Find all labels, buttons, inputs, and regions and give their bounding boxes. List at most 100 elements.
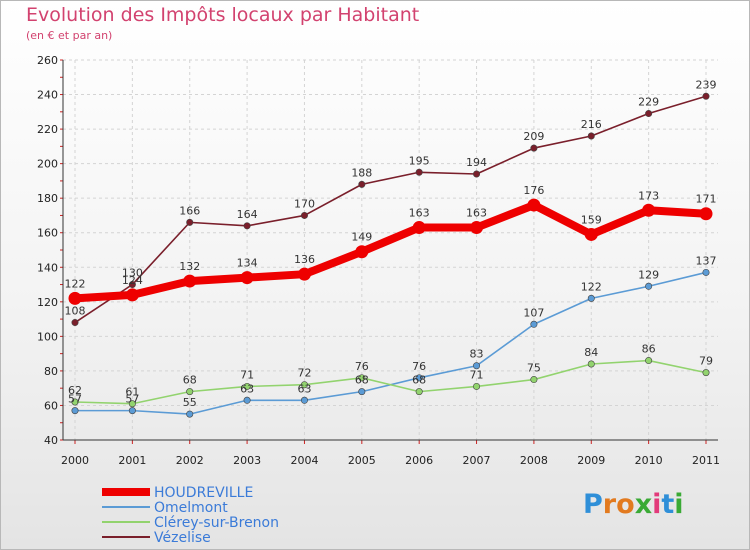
data-label: 194 [466,156,487,169]
chart-subtitle: (en € et par an) [26,29,113,42]
data-point [645,357,653,365]
data-label: 229 [638,96,659,109]
data-point [587,294,595,302]
data-point [240,271,254,285]
logo-letter: t [661,489,675,520]
logo-letter: i [652,489,662,520]
data-point [587,360,595,368]
y-tick-label: 140 [37,261,58,274]
data-label: 79 [699,355,713,368]
y-tick-label: 180 [37,192,58,205]
logo-letter: P [583,489,603,520]
data-point [68,291,82,305]
data-point [183,274,197,288]
x-tick-label: 2011 [692,454,720,467]
data-label: 83 [470,348,484,361]
legend-label: HOUDREVILLE [154,485,253,501]
data-label: 164 [237,208,258,221]
data-label: 76 [412,360,426,373]
data-point [243,382,251,390]
data-point [71,398,79,406]
data-label: 57 [68,393,82,406]
data-point [530,320,538,328]
x-tick-label: 2010 [635,454,663,467]
y-tick-label: 40 [44,434,58,447]
legend: HOUDREVILLEOmelmontClérey-sur-BrenonVéze… [102,485,279,546]
data-point [358,388,366,396]
data-point [702,369,710,377]
data-label: 188 [351,166,372,179]
data-point [699,207,713,221]
data-point [415,388,423,396]
data-label: 130 [122,267,143,280]
data-point [300,211,308,219]
x-tick-label: 2009 [577,454,605,467]
data-point [128,407,136,415]
x-tick-label: 2007 [463,454,491,467]
data-label: 171 [696,193,717,206]
chart-title: Evolution des Impôts locaux par Habitant [26,4,420,26]
data-point [527,198,541,212]
y-tick-label: 80 [44,365,58,378]
data-label: 68 [183,374,197,387]
data-point [473,362,481,370]
data-point [530,376,538,384]
data-label: 163 [466,207,487,220]
data-labels: 108 130 166 164 170 188 195 194 209 216 229 239 57 57… [65,78,717,409]
data-label: 55 [183,396,197,409]
data-point [355,245,369,259]
data-point [297,267,311,281]
y-tick-label: 220 [37,123,58,136]
proxiti-logo: Proxiti [583,489,684,520]
data-label: 170 [294,197,315,210]
data-label: 57 [125,393,139,406]
logo-letter: o [616,489,635,520]
data-label: 137 [696,254,717,267]
data-point [243,222,251,230]
data-point [473,170,481,178]
y-tick-label: 120 [37,296,58,309]
data-label: 159 [581,213,602,226]
data-label: 124 [122,274,143,287]
data-label: 108 [65,305,86,318]
data-point [645,282,653,290]
axes: 40 60 80 100 120 140 160 180 200 220 240 260 2000 200… [37,54,720,467]
data-label: 195 [409,154,430,167]
x-tick-label: 2004 [290,454,318,467]
x-tick-label: 2003 [233,454,261,467]
series-line-0 [71,201,710,303]
data-label: 136 [294,253,315,266]
data-label: 149 [351,231,372,244]
data-point [128,281,136,289]
grid-lines [63,59,718,441]
data-point [415,168,423,176]
logo-letter: x [634,489,653,520]
data-label: 62 [68,384,82,397]
data-point [415,374,423,382]
data-point [702,92,710,100]
data-point [186,388,194,396]
data-label: 61 [125,386,139,399]
data-label: 134 [237,257,258,270]
x-tick-label: 2008 [520,454,548,467]
series-layer [68,92,713,418]
data-point [71,319,79,327]
data-label: 132 [179,260,200,273]
data-point [300,396,308,404]
data-label: 163 [409,207,430,220]
data-label: 72 [297,367,311,380]
series-line-1 [74,271,707,415]
data-point [412,221,426,235]
series-line-2 [74,359,707,405]
y-tick-label: 100 [37,330,58,343]
data-label: 239 [696,78,717,91]
data-label: 71 [470,368,484,381]
legend-label: Clérey-sur-Brenon [154,515,279,531]
data-point [584,227,598,241]
logo-letter: r [602,489,617,520]
data-point [645,110,653,118]
data-label: 63 [240,382,254,395]
data-point [642,203,656,217]
data-label: 129 [638,268,659,281]
y-tick-label: 240 [37,89,58,102]
